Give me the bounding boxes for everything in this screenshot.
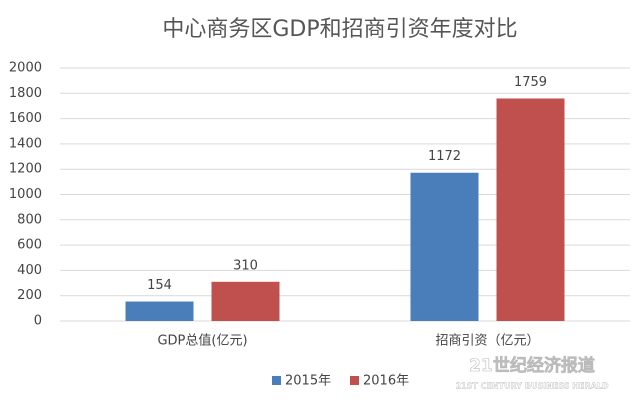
watermark: 21世纪经济报道 <box>469 355 595 376</box>
x-tick-label: 招商引资（亿元） <box>435 334 539 349</box>
data-label: 1172 <box>428 149 461 164</box>
legend-swatch <box>272 376 281 385</box>
x-tick-label: GDP总值(亿元) <box>157 333 247 349</box>
y-tick-label: 1000 <box>9 187 42 202</box>
bar <box>211 281 280 321</box>
watermark-subtitle: 21ST CENTURY BUSINESS HERALD <box>455 382 608 391</box>
y-tick-label: 400 <box>17 263 42 278</box>
y-tick-label: 1800 <box>9 86 42 101</box>
data-label: 154 <box>147 278 172 293</box>
legend-swatch <box>350 376 359 385</box>
legend-label: 2016年 <box>363 374 409 389</box>
legend-label: 2015年 <box>285 374 331 389</box>
y-tick-label: 600 <box>17 238 42 253</box>
data-label: 1759 <box>514 75 547 90</box>
y-tick-label: 1200 <box>9 162 42 177</box>
y-tick-label: 1600 <box>9 111 42 126</box>
y-tick-label: 2000 <box>9 61 42 76</box>
y-tick-label: 800 <box>17 212 42 227</box>
y-tick-label: 200 <box>17 288 42 303</box>
data-label: 310 <box>233 258 258 273</box>
bar <box>496 98 565 321</box>
bar <box>410 172 479 321</box>
y-tick-label: 1400 <box>9 136 42 151</box>
y-tick-label: 0 <box>34 314 42 329</box>
bar <box>125 301 194 321</box>
chart-title: 中心商务区GDP和招商引资年度对比 <box>162 17 517 42</box>
